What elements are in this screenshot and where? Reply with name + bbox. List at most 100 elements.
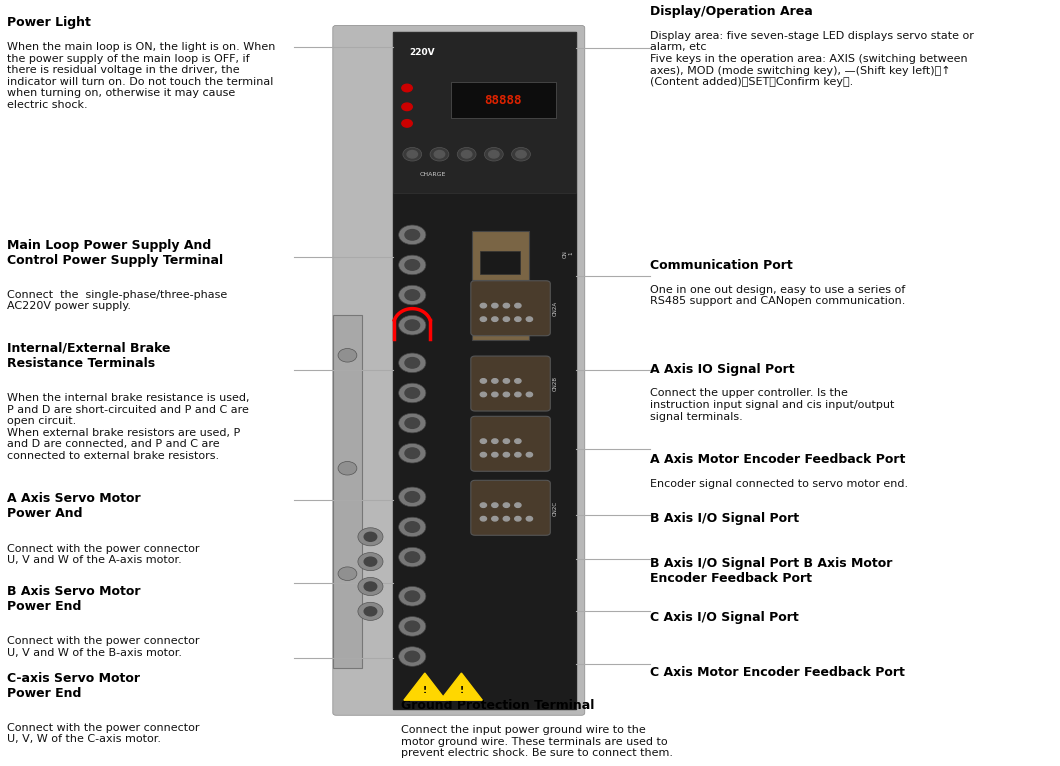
Circle shape <box>435 150 445 158</box>
Text: !: ! <box>423 686 427 695</box>
FancyBboxPatch shape <box>471 480 550 535</box>
Bar <box>480 251 520 274</box>
Text: Display area: five seven-stage LED displays servo state or
alarm, etc
Five keys : Display area: five seven-stage LED displ… <box>650 31 973 87</box>
Text: C Axis I/O Signal Port: C Axis I/O Signal Port <box>650 611 798 624</box>
Circle shape <box>492 378 498 383</box>
Text: Ground Protection Terminal: Ground Protection Terminal <box>401 699 595 712</box>
Text: Encoder signal connected to servo motor end.: Encoder signal connected to servo motor … <box>650 479 907 489</box>
Circle shape <box>515 317 522 322</box>
Circle shape <box>358 528 383 546</box>
Circle shape <box>399 353 426 372</box>
Circle shape <box>402 119 412 127</box>
Text: Connect the upper controller. Is the
instruction input signal and cis input/outp: Connect the upper controller. Is the ins… <box>650 388 894 421</box>
FancyBboxPatch shape <box>471 356 550 411</box>
Circle shape <box>405 230 420 240</box>
Circle shape <box>515 516 522 521</box>
Circle shape <box>399 225 426 244</box>
Circle shape <box>480 516 487 521</box>
Circle shape <box>358 552 383 571</box>
Circle shape <box>402 84 412 92</box>
Circle shape <box>403 148 422 161</box>
Text: Main Loop Power Supply And
Control Power Supply Terminal: Main Loop Power Supply And Control Power… <box>6 238 223 267</box>
Text: A Axis IO Signal Port: A Axis IO Signal Port <box>650 363 794 376</box>
Circle shape <box>526 317 532 322</box>
Text: A Axis Motor Encoder Feedback Port: A Axis Motor Encoder Feedback Port <box>650 453 905 466</box>
Text: B Axis I/O Signal Port: B Axis I/O Signal Port <box>650 512 799 525</box>
Text: CN2B: CN2B <box>552 376 558 391</box>
Circle shape <box>399 444 426 463</box>
Circle shape <box>515 392 522 397</box>
Circle shape <box>405 417 420 428</box>
Circle shape <box>504 303 510 308</box>
Circle shape <box>480 317 487 322</box>
Circle shape <box>405 388 420 398</box>
Text: Connect the input power ground wire to the
motor ground wire. These terminals ar: Connect the input power ground wire to t… <box>401 725 673 758</box>
Circle shape <box>492 439 498 444</box>
Circle shape <box>484 148 504 161</box>
Text: C Axis Motor Encoder Feedback Port: C Axis Motor Encoder Feedback Port <box>650 666 904 679</box>
Circle shape <box>407 150 418 158</box>
Bar <box>472 291 529 340</box>
Bar <box>472 231 529 280</box>
Circle shape <box>461 150 472 158</box>
Circle shape <box>399 587 426 606</box>
Circle shape <box>405 552 420 562</box>
Text: Connect with the power connector
U, V and W of the B-axis motor.: Connect with the power connector U, V an… <box>6 637 199 658</box>
Circle shape <box>457 148 476 161</box>
Circle shape <box>526 516 532 521</box>
Circle shape <box>516 150 526 158</box>
Circle shape <box>399 548 426 567</box>
Circle shape <box>504 392 510 397</box>
Circle shape <box>492 516 498 521</box>
Circle shape <box>358 602 383 620</box>
Circle shape <box>338 461 357 475</box>
Circle shape <box>492 453 498 457</box>
Circle shape <box>405 591 420 601</box>
Text: CN2A: CN2A <box>552 301 558 316</box>
Circle shape <box>492 303 498 308</box>
Circle shape <box>492 503 498 507</box>
Text: 220V: 220V <box>409 48 435 57</box>
Bar <box>333 316 363 668</box>
Circle shape <box>515 439 522 444</box>
Circle shape <box>405 522 420 532</box>
Text: Connect with the power connector
U, V, W of the C-axis motor.: Connect with the power connector U, V, W… <box>6 723 199 745</box>
Circle shape <box>365 557 376 566</box>
Text: Power Light: Power Light <box>6 16 90 29</box>
Text: CN2C: CN2C <box>552 501 558 516</box>
Circle shape <box>365 582 376 591</box>
Circle shape <box>515 453 522 457</box>
Circle shape <box>515 303 522 308</box>
Circle shape <box>526 453 532 457</box>
FancyBboxPatch shape <box>471 416 550 471</box>
Circle shape <box>480 503 487 507</box>
Circle shape <box>365 607 376 616</box>
Circle shape <box>515 378 522 383</box>
Circle shape <box>338 349 357 362</box>
Circle shape <box>504 503 510 507</box>
Text: !: ! <box>459 686 463 695</box>
Text: 88888: 88888 <box>484 93 522 106</box>
Circle shape <box>504 439 510 444</box>
Circle shape <box>399 647 426 666</box>
Circle shape <box>405 651 420 662</box>
Circle shape <box>405 492 420 502</box>
Bar <box>480 312 520 334</box>
Circle shape <box>399 487 426 506</box>
FancyBboxPatch shape <box>471 281 550 336</box>
Circle shape <box>399 414 426 433</box>
Circle shape <box>504 378 510 383</box>
Circle shape <box>480 439 487 444</box>
Text: CHARGE: CHARGE <box>420 172 446 177</box>
Circle shape <box>430 148 448 161</box>
Circle shape <box>405 320 420 330</box>
Text: When the main loop is ON, the light is on. When
the power supply of the main loo: When the main loop is ON, the light is o… <box>6 42 275 110</box>
Text: B Axis Servo Motor
Power End: B Axis Servo Motor Power End <box>6 585 140 613</box>
Circle shape <box>405 290 420 300</box>
Circle shape <box>480 303 487 308</box>
Circle shape <box>399 517 426 537</box>
Text: One in one out design, easy to use a series of
RS485 support and CANopen communi: One in one out design, easy to use a ser… <box>650 284 905 306</box>
Circle shape <box>405 358 420 368</box>
Circle shape <box>492 317 498 322</box>
Circle shape <box>399 255 426 275</box>
